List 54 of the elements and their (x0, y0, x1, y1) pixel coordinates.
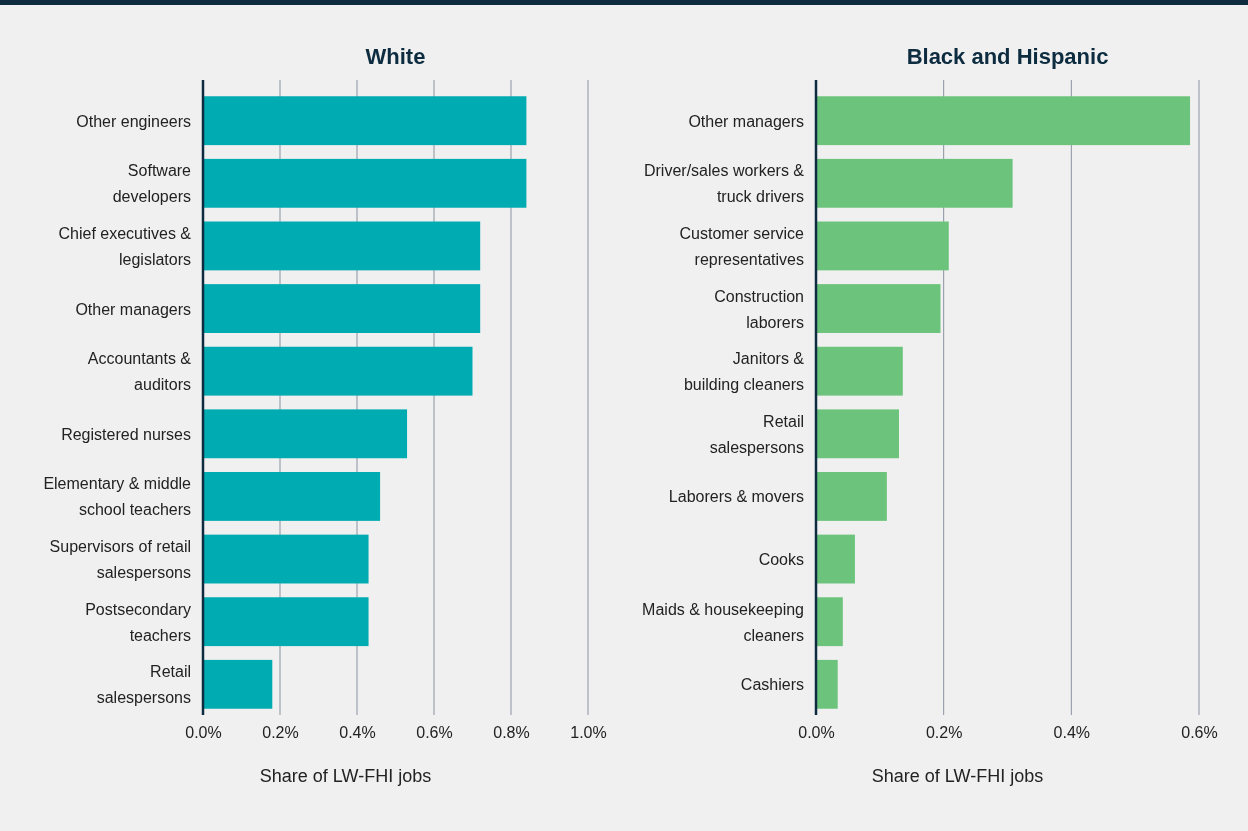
y-tick-label: Software developers (112, 162, 192, 206)
bar (203, 409, 408, 459)
y-tick-label: Janitors & building cleaners (683, 350, 805, 394)
y-tick-label: Other managers (75, 300, 191, 318)
bar (816, 284, 941, 333)
y-tick-label: Customer service representatives (679, 224, 805, 268)
bar (816, 158, 1013, 208)
x-tick-label: 0.4% (339, 724, 376, 742)
y-tick-label: Maids & housekeeping cleaners (642, 600, 804, 644)
y-tick-label: Supervisors of retail salespersons (49, 538, 191, 582)
x-tick-label: 0.8% (493, 724, 530, 742)
bar (816, 346, 903, 396)
y-tick-label: Elementary & middle school teachers (43, 475, 192, 519)
bar (816, 659, 838, 709)
y-tick-label: Construction laborers (714, 287, 804, 331)
bar (816, 597, 843, 647)
x-tick-label: 0.6% (416, 724, 453, 742)
y-tick-label: Other managers (688, 112, 804, 130)
bar (816, 534, 855, 584)
chart-title: Black and Hispanic (906, 44, 1109, 69)
bar (203, 534, 369, 584)
bar (816, 472, 887, 521)
bar (203, 221, 481, 271)
y-tick-label: Laborers & movers (668, 488, 804, 506)
bar (203, 597, 369, 647)
y-tick-label: Retail salespersons (709, 412, 804, 456)
bar (203, 284, 481, 333)
y-tick-label: Postsecondary teachers (85, 600, 191, 644)
bar (203, 158, 527, 208)
x-tick-label: 0.2% (262, 724, 299, 742)
bar (203, 346, 473, 396)
bar (203, 659, 273, 709)
y-tick-label: Chief executives & legislators (58, 224, 192, 268)
y-tick-label: Retail salespersons (96, 663, 191, 707)
x-axis-title: Share of LW-FHI jobs (259, 766, 432, 786)
bar (203, 96, 527, 146)
bar (816, 221, 949, 271)
chart-title: White (365, 44, 426, 69)
x-tick-label: 0.6% (1181, 724, 1218, 742)
x-tick-label: 0.4% (1053, 724, 1091, 742)
x-tick-label: 1.0% (570, 724, 607, 742)
x-axis-title: Share of LW-FHI jobs (871, 766, 1044, 786)
bar (816, 409, 899, 459)
y-tick-label: Cashiers (740, 676, 804, 694)
y-tick-label: Registered nurses (61, 425, 191, 443)
y-tick-label: Other engineers (76, 112, 191, 130)
bar (816, 96, 1191, 146)
bar (203, 472, 381, 521)
x-tick-label: 0.2% (925, 724, 963, 742)
x-tick-label: 0.0% (798, 724, 835, 742)
y-tick-label: Accountants & auditors (87, 350, 192, 394)
y-tick-label: Driver/sales workers & truck drivers (643, 162, 805, 206)
x-tick-label: 0.0% (185, 724, 222, 742)
y-tick-label: Cooks (758, 551, 804, 569)
